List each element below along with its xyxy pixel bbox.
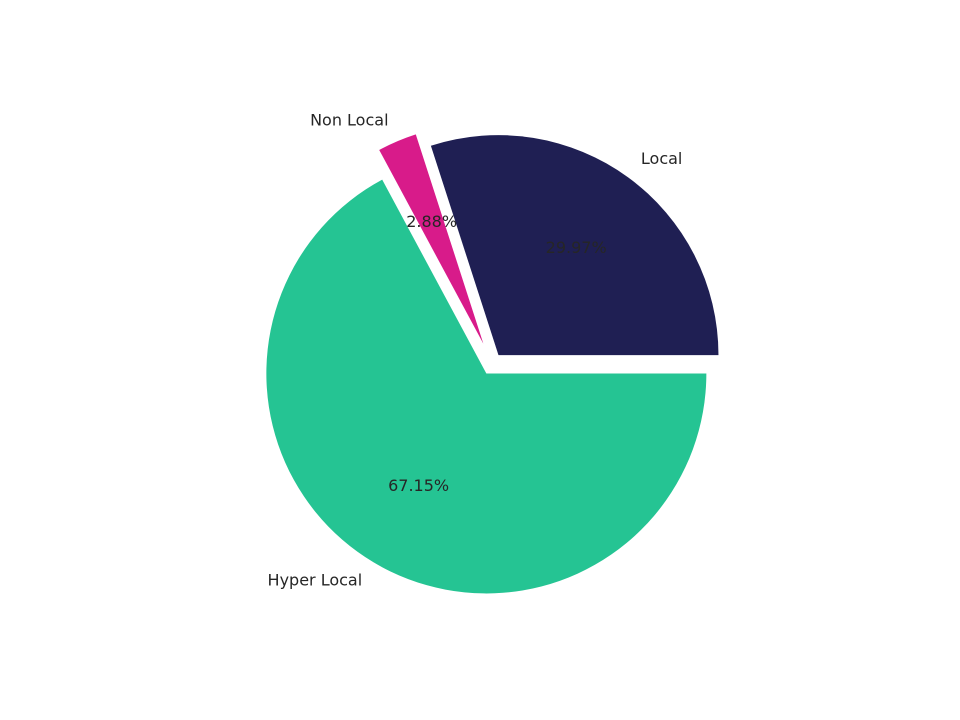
pie-slice: [379, 134, 484, 344]
percent-label: 67.15%: [388, 476, 449, 495]
slice-label: Hyper Local: [268, 571, 363, 590]
slice-label: Local: [641, 149, 682, 168]
pie-slice: [266, 179, 707, 594]
slice-label: Non Local: [310, 111, 388, 130]
pie-slice: [430, 135, 719, 356]
percent-label: 2.88%: [406, 212, 457, 231]
percent-label: 29.97%: [546, 238, 607, 257]
